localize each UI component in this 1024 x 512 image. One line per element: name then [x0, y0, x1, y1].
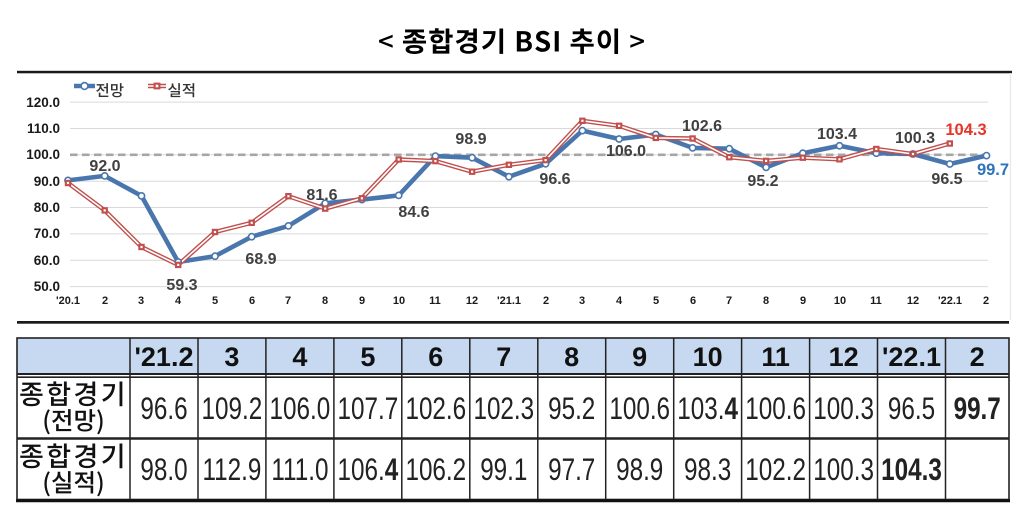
svg-text:107.7: 107.7: [338, 391, 399, 426]
svg-text:80.0: 80.0: [34, 200, 60, 215]
svg-text:11: 11: [429, 295, 441, 307]
svg-text:12: 12: [907, 295, 919, 307]
svg-text:100.0: 100.0: [26, 147, 60, 162]
svg-text:60.0: 60.0: [34, 253, 60, 268]
svg-text:90.0: 90.0: [34, 174, 60, 189]
svg-text:8: 8: [322, 295, 328, 307]
svg-text:95.2: 95.2: [747, 173, 778, 190]
svg-text:4: 4: [616, 295, 623, 307]
svg-text:'20.1: '20.1: [56, 295, 80, 307]
svg-text:68.9: 68.9: [245, 251, 276, 268]
svg-text:100.6: 100.6: [609, 391, 670, 426]
svg-text:96.6: 96.6: [140, 391, 187, 426]
svg-text:111.0: 111.0: [271, 452, 328, 487]
svg-text:8: 8: [564, 342, 579, 372]
svg-text:96.6: 96.6: [539, 171, 570, 188]
svg-text:12: 12: [829, 342, 859, 372]
svg-text:6: 6: [690, 295, 696, 307]
svg-text:104.3: 104.3: [945, 121, 986, 139]
svg-text:96.5: 96.5: [931, 171, 962, 188]
svg-text:12: 12: [466, 295, 478, 307]
svg-text:5: 5: [360, 342, 375, 372]
svg-text:97.7: 97.7: [548, 452, 595, 487]
svg-text:100.3: 100.3: [895, 130, 935, 147]
svg-text:6: 6: [428, 342, 443, 372]
svg-text:9: 9: [632, 342, 647, 372]
svg-text:102.6: 102.6: [682, 118, 722, 135]
svg-text:2: 2: [983, 295, 989, 307]
svg-text:8: 8: [763, 295, 769, 307]
svg-text:11: 11: [870, 295, 882, 307]
svg-text:3: 3: [138, 295, 144, 307]
svg-text:3: 3: [579, 295, 585, 307]
svg-text:9: 9: [800, 295, 806, 307]
svg-text:4: 4: [175, 295, 182, 307]
svg-text:70.0: 70.0: [34, 226, 60, 241]
svg-text:'22.1: '22.1: [938, 295, 962, 307]
svg-text:9: 9: [359, 295, 365, 307]
svg-text:112.9: 112.9: [202, 452, 261, 487]
svg-text:7: 7: [496, 342, 511, 372]
svg-text:'21.1: '21.1: [497, 295, 521, 307]
svg-text:96.5: 96.5: [888, 391, 935, 426]
svg-text:5: 5: [653, 295, 659, 307]
svg-text:59.3: 59.3: [166, 277, 197, 294]
svg-text:103.4: 103.4: [677, 391, 738, 426]
svg-text:7: 7: [285, 295, 291, 307]
svg-text:99.7: 99.7: [977, 161, 1009, 179]
svg-text:3: 3: [224, 342, 239, 372]
svg-text:98.0: 98.0: [140, 452, 187, 487]
svg-text:81.6: 81.6: [306, 187, 337, 204]
svg-text:6: 6: [249, 295, 255, 307]
svg-text:100.3: 100.3: [813, 391, 874, 426]
svg-text:110.0: 110.0: [27, 121, 60, 136]
svg-text:106.4: 106.4: [338, 452, 399, 487]
svg-text:92.0: 92.0: [89, 158, 120, 175]
svg-text:98.9: 98.9: [616, 452, 663, 487]
svg-text:103.4: 103.4: [817, 126, 857, 143]
svg-text:102.2: 102.2: [745, 452, 806, 487]
svg-text:'21.2: '21.2: [135, 342, 194, 372]
svg-text:100.6: 100.6: [745, 391, 806, 426]
svg-text:5: 5: [212, 295, 218, 307]
svg-text:10: 10: [393, 295, 405, 307]
svg-text:106.0: 106.0: [606, 143, 646, 160]
svg-text:2: 2: [543, 295, 549, 307]
svg-text:120.0: 120.0: [26, 95, 60, 110]
svg-text:98.3: 98.3: [684, 452, 731, 487]
svg-text:104.3: 104.3: [881, 452, 942, 487]
svg-text:84.6: 84.6: [398, 204, 429, 221]
svg-text:2: 2: [970, 342, 985, 372]
svg-text:109.2: 109.2: [202, 391, 263, 426]
svg-text:7: 7: [726, 295, 732, 307]
svg-text:99.1: 99.1: [480, 452, 527, 487]
svg-text:4: 4: [292, 342, 307, 372]
svg-text:11: 11: [761, 342, 790, 372]
svg-text:102.3: 102.3: [473, 391, 534, 426]
svg-text:95.2: 95.2: [548, 391, 595, 426]
svg-text:10: 10: [834, 295, 846, 307]
svg-text:50.0: 50.0: [34, 279, 60, 294]
svg-text:2: 2: [102, 295, 108, 307]
svg-text:100.3: 100.3: [813, 452, 874, 487]
svg-text:'22.1: '22.1: [882, 342, 941, 372]
svg-text:10: 10: [693, 342, 723, 372]
svg-text:106.0: 106.0: [270, 391, 331, 426]
svg-text:98.9: 98.9: [455, 131, 486, 148]
svg-text:102.6: 102.6: [405, 391, 466, 426]
svg-text:99.7: 99.7: [954, 391, 1001, 426]
svg-text:106.2: 106.2: [405, 452, 466, 487]
